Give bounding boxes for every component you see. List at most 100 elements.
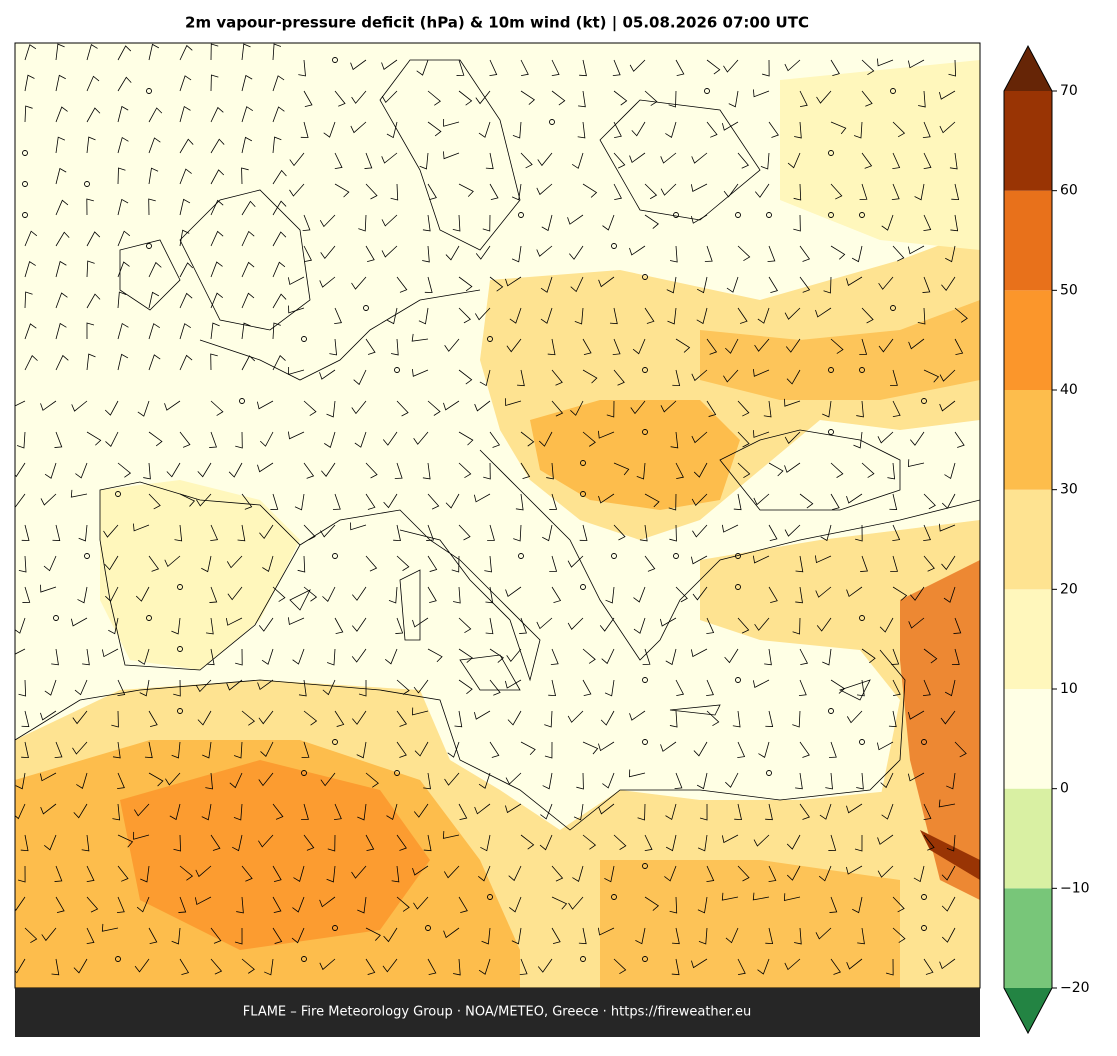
wind-barb [24,44,37,61]
wind-barb [289,152,305,167]
wind-barb [104,555,119,571]
wind-barb [505,586,522,597]
wind-barb [551,90,566,106]
wind-barb [164,400,181,411]
wind-barb [706,710,720,727]
wind-barb [540,276,553,293]
wind-barb [878,276,894,290]
wind-barb [15,896,26,911]
wind-barb [721,121,739,131]
wind-barb [40,400,57,411]
wind-barb [737,152,750,169]
wind-barb [21,710,30,727]
dry-area [530,400,740,510]
wind-barb [784,958,801,971]
wind-barb [15,617,26,634]
calm-marker [828,429,834,435]
wind-barb [148,354,161,371]
wind-barb [140,865,150,883]
wind-barb [173,834,181,852]
wind-barb [272,106,285,123]
wind-barb [70,617,88,627]
wind-barb [691,152,708,164]
wind-barb [506,648,522,663]
wind-barb [458,679,473,695]
wind-barb [287,431,305,440]
calm-marker [859,615,865,621]
wind-barb [582,369,598,384]
wind-barb [77,586,88,604]
wind-barb [426,524,435,541]
wind-barb [272,169,287,185]
wind-barb [786,865,801,881]
wind-barb [356,741,367,759]
wind-barb [303,524,316,541]
wind-barb [946,834,956,852]
wind-barb [484,555,492,573]
wind-barb [384,648,398,665]
wind-barb [210,524,219,542]
footer-bar [15,988,980,1037]
wind-barb [322,586,336,602]
wind-barb [675,338,691,353]
wind-barb [852,896,863,914]
wind-barb [73,958,88,974]
wind-barb [598,493,615,504]
wind-barb [301,741,310,758]
wind-barb [117,865,129,882]
wind-barb [86,231,101,247]
calm-marker [84,553,90,559]
wind-barb [44,679,57,696]
wind-barb [582,183,598,198]
wind-barb [258,834,274,848]
wind-barb [272,43,282,61]
wind-barb [757,958,770,975]
wind-barb [767,245,776,262]
calm-marker [921,925,927,931]
wind-barb [292,648,305,665]
wind-barb [117,167,126,185]
wind-barb [319,896,336,908]
wind-barb [201,803,212,821]
wind-barb [458,307,471,324]
wind-barb [753,430,770,438]
wind-barb [365,772,379,788]
wind-barb [815,307,832,318]
wind-barb [795,586,803,604]
wind-barb [388,586,398,604]
wind-barb [357,896,367,914]
wind-barb [334,307,342,325]
wind-barb [55,43,65,61]
wind-barb [941,493,956,509]
wind-barb [913,865,925,883]
wind-barb [830,245,846,260]
wind-barb [629,245,646,256]
wind-barb [112,741,121,759]
calm-marker [177,708,183,714]
wind-barb [116,896,125,914]
wind-barb [350,59,367,71]
wind-barb [923,648,938,664]
wind-barb [443,400,460,411]
wind-barb [148,137,161,154]
wind-barb [166,462,181,478]
wind-barb [737,462,751,479]
wind-barb [542,524,553,542]
wind-barb [549,493,558,510]
wind-barb [480,834,491,852]
calm-marker [828,708,834,714]
wind-barb [485,152,494,170]
wind-barb [475,245,491,260]
wind-barb [786,369,801,385]
wind-barb [15,648,26,655]
wind-barb [173,679,181,697]
wind-barb [288,305,305,314]
wind-barb [784,59,801,72]
wind-barb [660,152,677,164]
wind-barb [319,369,336,380]
wind-barb [582,741,599,755]
wind-barb [298,679,307,697]
wind-barb [427,90,441,106]
wind-barb [86,293,101,309]
wind-barb [117,834,134,848]
